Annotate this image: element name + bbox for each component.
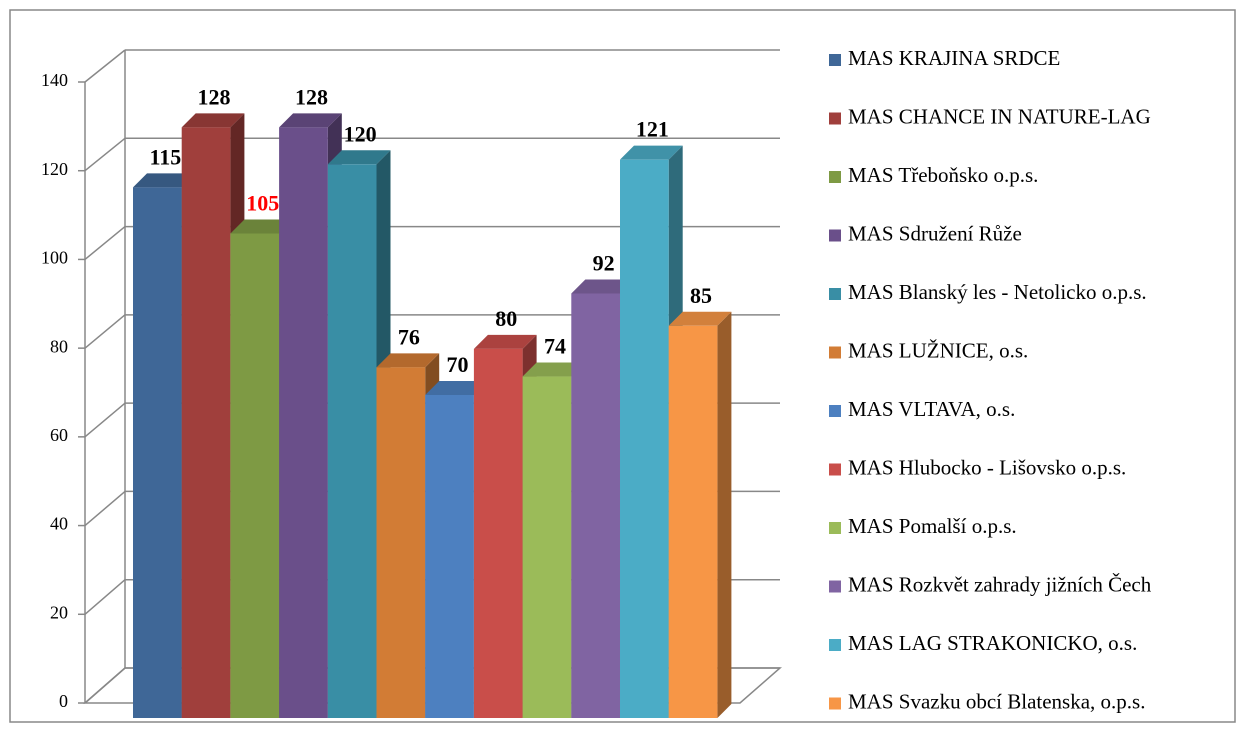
legend-marker <box>829 229 841 242</box>
legend-label: MAS Hlubocko - Lišovsko o.p.s. <box>848 455 1126 479</box>
bar-top <box>376 353 440 368</box>
data-label: 70 <box>447 352 469 377</box>
legend-marker <box>829 463 841 476</box>
bar <box>668 325 718 718</box>
bar <box>473 348 523 718</box>
bar-top <box>522 362 586 377</box>
data-label: 76 <box>398 324 420 349</box>
bar <box>620 159 669 718</box>
legend-marker <box>829 580 841 593</box>
legend-label: MAS Rozkvět zahrady jižních Čech <box>848 572 1152 596</box>
bar-top <box>425 381 488 395</box>
legend-label: MAS Sdružení Růže <box>848 221 1022 245</box>
bar <box>279 127 328 718</box>
y-tick-label: 100 <box>41 248 68 268</box>
bar-top <box>620 145 683 160</box>
bar-top <box>668 311 732 326</box>
y-tick-label: 140 <box>41 70 68 90</box>
data-label: 85 <box>690 283 712 308</box>
y-tick-label: 20 <box>50 602 68 622</box>
data-label: 115 <box>149 144 181 169</box>
data-label: 121 <box>636 117 669 142</box>
legend-marker <box>829 112 841 125</box>
bar <box>230 233 280 718</box>
bar <box>133 187 182 718</box>
bar-side <box>717 311 732 718</box>
legend-marker <box>829 54 841 66</box>
grid-line <box>84 490 126 527</box>
y-tick-label: 0 <box>59 691 68 711</box>
bar <box>181 127 231 718</box>
legend-label: MAS KRAJINA SRDCE <box>848 46 1060 70</box>
bar-top <box>230 219 294 234</box>
data-label: 128 <box>295 84 328 109</box>
bar-top <box>473 334 537 349</box>
legend-marker <box>829 171 841 183</box>
y-tick-label: 60 <box>50 425 68 445</box>
legend-marker <box>829 639 841 651</box>
legend-marker <box>829 288 841 300</box>
legend-label: MAS Třeboňsko o.p.s. <box>848 163 1038 187</box>
grid-line <box>84 225 126 261</box>
bar <box>522 376 572 718</box>
bar-top <box>181 113 245 128</box>
legend-marker <box>829 405 841 417</box>
grid-line <box>84 579 126 615</box>
data-label: 128 <box>198 84 231 109</box>
bar <box>376 367 426 718</box>
bar <box>327 164 377 719</box>
legend-marker <box>829 697 841 710</box>
data-label: 74 <box>544 334 566 359</box>
y-tick-label: 120 <box>41 159 68 179</box>
legend-marker <box>829 522 841 534</box>
legend-label: MAS Pomalší o.p.s. <box>848 514 1017 538</box>
legend-label: MAS LAG STRAKONICKO, o.s. <box>848 631 1137 655</box>
data-label: 105 <box>246 191 279 216</box>
grid-line <box>84 314 126 349</box>
bar-top <box>571 279 634 294</box>
bar-top <box>327 150 391 165</box>
grid-line <box>84 402 126 438</box>
legend-label: MAS LUŽNICE, o.s. <box>848 338 1028 362</box>
bar <box>571 293 620 718</box>
legend-label: MAS VLTAVA, o.s. <box>848 397 1015 421</box>
bar-top <box>133 173 196 188</box>
legend-label: MAS Svazku obcí Blatenska, o.p.s. <box>848 689 1145 713</box>
legend-marker <box>829 346 841 359</box>
bar-top <box>279 113 342 128</box>
y-tick-label: 80 <box>50 336 68 356</box>
legend-label: MAS Blanský les - Netolicko o.p.s. <box>848 280 1147 304</box>
grid-line <box>84 137 126 172</box>
data-label: 80 <box>495 306 517 331</box>
bar <box>425 395 474 718</box>
grid-line <box>84 49 126 83</box>
data-label: 92 <box>593 251 615 276</box>
y-tick-label: 40 <box>50 514 68 534</box>
legend-label: MAS CHANCE IN NATURE-LAG <box>848 104 1151 128</box>
data-label: 120 <box>344 121 377 146</box>
